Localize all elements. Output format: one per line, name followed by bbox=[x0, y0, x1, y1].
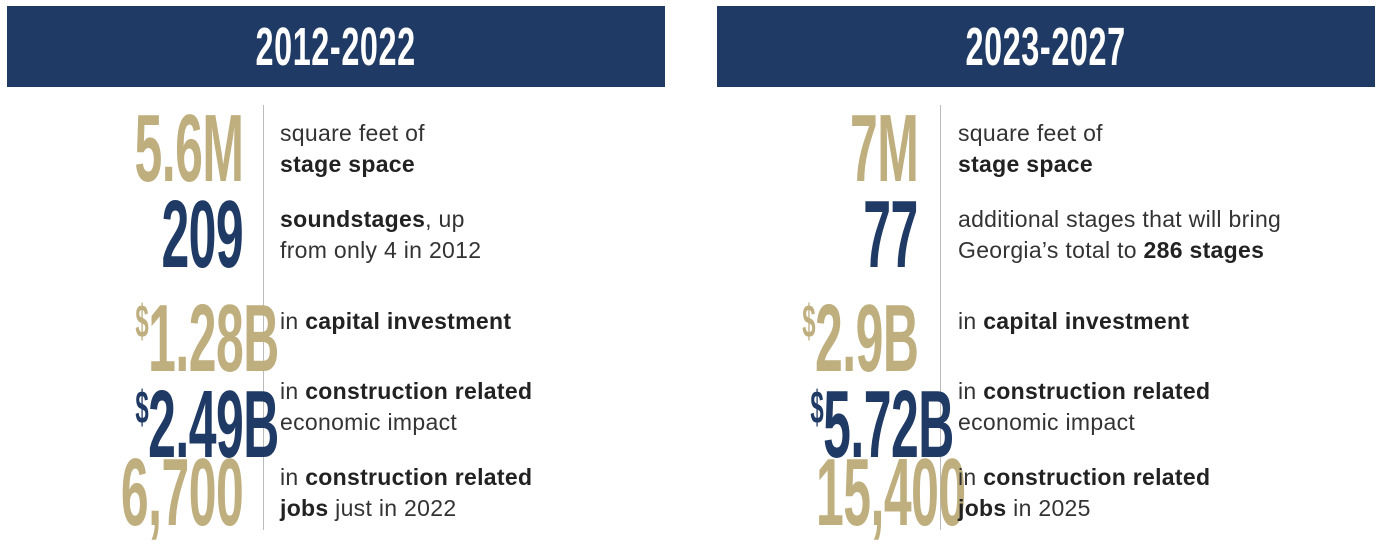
header-title: 2012-2022 bbox=[255, 16, 417, 77]
figure-text: $2.49B bbox=[135, 362, 279, 473]
figure: $5.72B bbox=[678, 362, 954, 473]
header-title: 2023-2027 bbox=[965, 16, 1127, 77]
description-text: in bbox=[958, 307, 984, 334]
figure-text: 77 bbox=[864, 187, 919, 283]
figure-number: 15,400 bbox=[816, 439, 966, 546]
divider bbox=[940, 105, 941, 530]
description: soundstages, up from only 4 in 2012 bbox=[280, 204, 481, 266]
figure-number: 209 bbox=[161, 181, 243, 288]
figure-text: 7M bbox=[850, 101, 919, 197]
description-line: in capital investment bbox=[280, 306, 511, 337]
figure-text: 15,400 bbox=[816, 445, 966, 541]
description-text: capital investment bbox=[305, 307, 512, 334]
description: in construction related economic impact bbox=[280, 376, 532, 438]
figure: 6,700 bbox=[3, 445, 244, 541]
description-line: in construction related bbox=[280, 462, 532, 493]
description-line: Georgia’s total to 286 stages bbox=[958, 235, 1281, 266]
description-text: construction related bbox=[983, 464, 1211, 490]
figure-number: 2.9B bbox=[814, 285, 919, 392]
figure: $2.9B bbox=[678, 276, 919, 387]
figure-text: $1.28B bbox=[135, 276, 279, 387]
description-text: in bbox=[958, 464, 984, 490]
description-line: additional stages that will bring bbox=[958, 204, 1281, 235]
figure: $1.28B bbox=[3, 276, 279, 387]
panel: 2023-2027 7M square feet of stage space 77 ad… bbox=[717, 0, 1375, 541]
description-line: in construction related bbox=[958, 376, 1210, 407]
description-line: in construction related bbox=[958, 462, 1210, 493]
figure-prefix: $ bbox=[135, 381, 149, 433]
description-text: additional stages that will bring bbox=[958, 206, 1282, 232]
figure-prefix: $ bbox=[135, 295, 149, 347]
description: in capital investment bbox=[280, 306, 511, 337]
description-line: stage space bbox=[280, 149, 425, 180]
description-line: jobs just in 2022 bbox=[280, 493, 532, 524]
description: square feet of stage space bbox=[958, 118, 1103, 180]
description-text: Georgia’s total to bbox=[958, 237, 1144, 263]
figure-prefix: $ bbox=[801, 295, 815, 347]
description-line: square feet of bbox=[958, 118, 1103, 149]
description-text: in bbox=[280, 464, 306, 490]
figure-text: $2.9B bbox=[801, 276, 919, 387]
figure-text: 209 bbox=[161, 187, 243, 283]
description-text: economic impact bbox=[280, 409, 458, 435]
figure-text: 6,700 bbox=[121, 445, 244, 541]
figure-text: 5.6M bbox=[134, 101, 243, 197]
description-text: 286 stages bbox=[1143, 237, 1265, 263]
description-text: construction related bbox=[983, 378, 1211, 404]
description-line: in capital investment bbox=[958, 306, 1189, 337]
description-text: stage space bbox=[280, 151, 415, 177]
figure-number: 2.49B bbox=[148, 371, 279, 478]
description-line: economic impact bbox=[958, 407, 1210, 438]
figure: 7M bbox=[678, 101, 919, 197]
figure: 77 bbox=[678, 187, 919, 283]
description-text: in bbox=[958, 378, 984, 404]
figure: 15,400 bbox=[678, 445, 966, 541]
description-text: capital investment bbox=[983, 307, 1190, 334]
figure-number: 1.28B bbox=[148, 285, 279, 392]
description-text: construction related bbox=[305, 378, 533, 404]
figure-number: 77 bbox=[863, 181, 919, 288]
description-line: in construction related bbox=[280, 376, 532, 407]
description-text: in bbox=[280, 307, 306, 334]
description-text: economic impact bbox=[958, 409, 1136, 435]
divider bbox=[263, 105, 264, 530]
description-text: from only 4 in 2012 bbox=[280, 237, 482, 263]
description-text: square feet of bbox=[958, 120, 1103, 146]
description-text: construction related bbox=[305, 464, 533, 490]
description-line: jobs in 2025 bbox=[958, 493, 1210, 524]
description-line: from only 4 in 2012 bbox=[280, 235, 481, 266]
description-text: in bbox=[280, 378, 306, 404]
description-text: just in 2022 bbox=[328, 495, 457, 521]
description-line: soundstages, up bbox=[280, 204, 481, 235]
description: in construction related jobs in 2025 bbox=[958, 462, 1210, 524]
description-text: jobs bbox=[958, 495, 1007, 521]
figure: $2.49B bbox=[3, 362, 279, 473]
description-line: square feet of bbox=[280, 118, 425, 149]
description: square feet of stage space bbox=[280, 118, 425, 180]
figure-number: 5.6M bbox=[134, 95, 243, 202]
description-text: soundstages bbox=[280, 206, 426, 232]
figure: 209 bbox=[3, 187, 243, 283]
description-text: , up bbox=[425, 206, 465, 232]
panel: 2012-2022 5.6M square feet of stage space 20… bbox=[7, 0, 665, 541]
figure-prefix: $ bbox=[810, 381, 824, 433]
description-text: in 2025 bbox=[1006, 495, 1091, 521]
figure-number: 6,700 bbox=[120, 439, 244, 546]
figure: 5.6M bbox=[3, 101, 243, 197]
description-line: economic impact bbox=[280, 407, 532, 438]
header: 2023-2027 bbox=[717, 6, 1375, 87]
description: in construction related jobs just in 2022 bbox=[280, 462, 532, 524]
description-text: square feet of bbox=[280, 120, 425, 146]
figure-text: $5.72B bbox=[810, 362, 954, 473]
description: additional stages that will bring Georgia… bbox=[958, 204, 1281, 266]
description-line: stage space bbox=[958, 149, 1103, 180]
description: in capital investment bbox=[958, 306, 1189, 337]
figure-number: 7M bbox=[849, 95, 919, 202]
description-text: jobs bbox=[280, 495, 329, 521]
header: 2012-2022 bbox=[7, 6, 665, 87]
description: in construction related economic impact bbox=[958, 376, 1210, 438]
figure-number: 5.72B bbox=[823, 371, 954, 478]
description-text: stage space bbox=[958, 151, 1093, 177]
